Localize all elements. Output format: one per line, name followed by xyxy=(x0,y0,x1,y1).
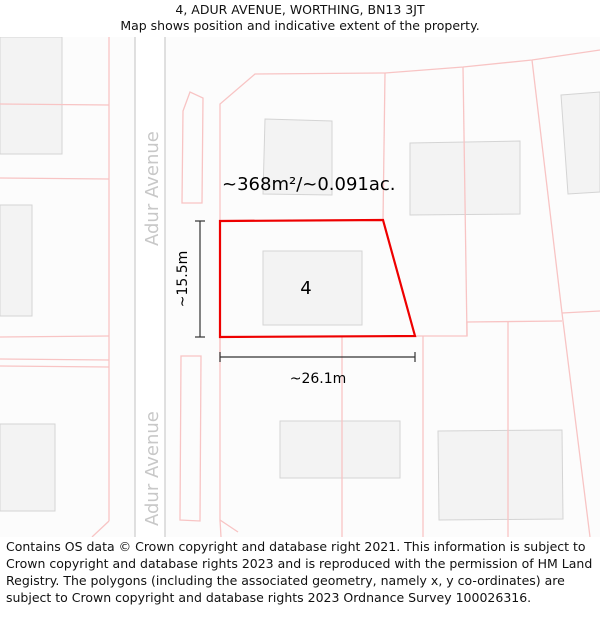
property-map[interactable]: Adur Avenue Adur Avenue ~368m²/~0.091ac.… xyxy=(0,37,600,537)
copyright-notice: Contains OS data © Crown copyright and d… xyxy=(6,539,593,605)
width-dimension-label: ~26.1m xyxy=(290,371,347,387)
road-label-north: Adur Avenue xyxy=(142,131,163,246)
area-label: ~368m²/~0.091ac. xyxy=(222,174,396,195)
property-address-title: 4, ADUR AVENUE, WORTHING, BN13 3JT xyxy=(175,2,425,17)
road-label-south: Adur Avenue xyxy=(142,411,163,526)
height-dimension-line xyxy=(195,220,205,338)
map-header: 4, ADUR AVENUE, WORTHING, BN13 3JT Map s… xyxy=(0,0,600,37)
property-boundary[interactable] xyxy=(218,218,417,339)
parcel-boundaries xyxy=(0,37,600,537)
map-subtitle: Map shows position and indicative extent… xyxy=(120,18,480,33)
road-adur-avenue xyxy=(134,37,166,537)
width-dimension-line xyxy=(219,352,416,362)
height-dimension-label: ~15.5m xyxy=(175,251,191,308)
buildings xyxy=(0,37,600,521)
house-number-label: 4 xyxy=(300,278,311,299)
